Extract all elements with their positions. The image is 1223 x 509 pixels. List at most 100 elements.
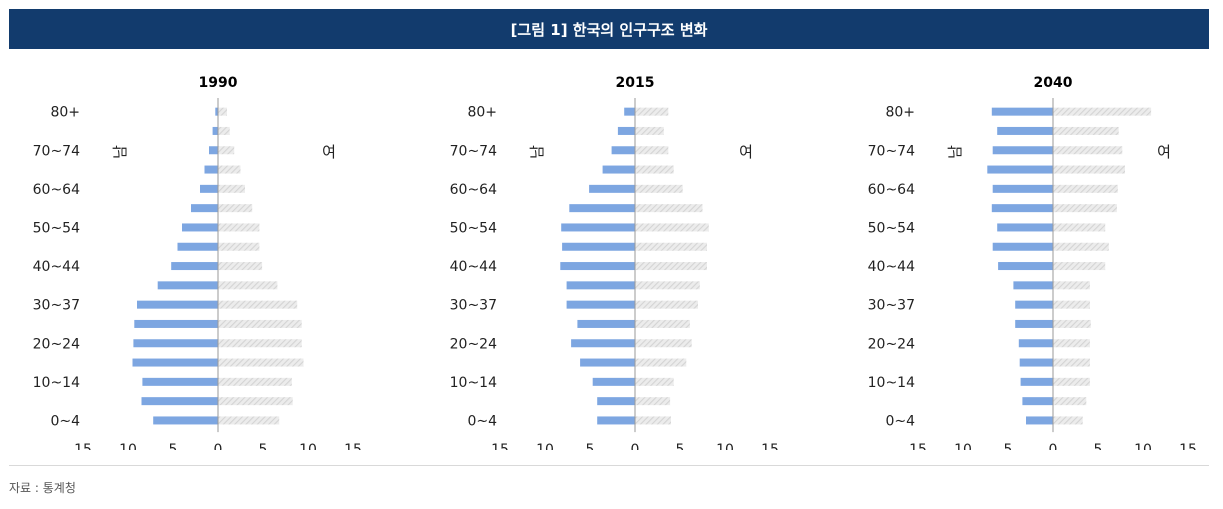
female-bar-45~49 <box>635 242 707 251</box>
female-bar-55~59 <box>1053 204 1117 213</box>
chart-1990: 1990 남 여 0~4 10~14 20~24 30~37 40~44 50~54 60~64 7… <box>10 60 410 450</box>
male-bar-65~69 <box>987 165 1053 174</box>
male-bar-75~79 <box>617 126 635 135</box>
y-tick-label: 40~44 <box>33 259 80 275</box>
female-bar-25~29 <box>1053 319 1091 328</box>
pyramid-chart-1990: 1990 남 여 0~4 10~14 20~24 30~37 40~44 50~54 60~64 7… <box>33 75 362 450</box>
male-bar-60~64 <box>200 184 218 193</box>
female-label: 여 <box>739 143 753 161</box>
female-bar-15~19 <box>218 358 304 367</box>
male-bar-65~69 <box>602 165 635 174</box>
x-tick-label: 5 <box>1004 442 1013 450</box>
male-bar-45~49 <box>562 242 635 251</box>
y-tick-label: 60~64 <box>450 182 497 198</box>
male-bar-15~19 <box>580 358 635 367</box>
x-tick-label: 15 <box>491 442 509 450</box>
male-bar-35~39 <box>1013 281 1053 290</box>
male-label: 남 <box>528 145 546 159</box>
female-bar-60~64 <box>1053 184 1118 193</box>
x-tick-label: 5 <box>586 442 595 450</box>
male-bar-70~74 <box>992 146 1053 155</box>
female-bar-35~39 <box>635 281 700 290</box>
male-bar-20~24 <box>133 339 218 348</box>
male-bar-55~59 <box>191 204 218 213</box>
female-bar-60~64 <box>635 184 683 193</box>
male-bar-10~14 <box>142 377 218 386</box>
female-bar-25~29 <box>218 319 302 328</box>
x-tick-label: 15 <box>74 442 92 450</box>
x-tick-label: 5 <box>259 442 268 450</box>
y-tick-label: 60~64 <box>33 182 80 198</box>
female-label: 여 <box>322 143 336 161</box>
female-bar-70~74 <box>218 146 235 155</box>
female-bar-80+ <box>635 107 669 116</box>
female-bar-20~24 <box>218 339 302 348</box>
female-bar-10~14 <box>635 377 674 386</box>
male-bar-40~44 <box>998 262 1053 271</box>
female-label: 여 <box>1157 143 1171 161</box>
chart-2015: 2015 남 여 0~4 10~14 20~24 30~37 40~44 50~54 60~64 7… <box>427 60 827 450</box>
female-bar-5~9 <box>218 397 293 406</box>
female-bar-40~44 <box>1053 262 1106 271</box>
female-bar-50~54 <box>1053 223 1106 232</box>
female-bar-30~37 <box>1053 300 1090 309</box>
female-bar-45~49 <box>1053 242 1109 251</box>
y-tick-label: 20~24 <box>450 336 497 352</box>
female-bar-50~54 <box>218 223 260 232</box>
y-tick-label: 80+ <box>50 105 80 121</box>
female-bar-10~14 <box>1053 377 1090 386</box>
chart-title: 2015 <box>616 75 655 91</box>
female-bar-35~39 <box>218 281 278 290</box>
x-tick-label: 0 <box>214 442 223 450</box>
female-bar-0~4 <box>218 416 280 425</box>
female-bar-55~59 <box>218 204 253 213</box>
y-tick-label: 30~37 <box>33 298 80 314</box>
male-bar-25~29 <box>134 319 218 328</box>
male-bar-10~14 <box>1020 377 1053 386</box>
male-bar-40~44 <box>560 262 635 271</box>
x-tick-label: 5 <box>1094 442 1103 450</box>
male-bar-15~19 <box>1019 358 1053 367</box>
male-bar-0~4 <box>153 416 218 425</box>
male-bar-75~79 <box>997 126 1053 135</box>
male-bar-50~54 <box>182 223 218 232</box>
male-bar-5~9 <box>597 397 635 406</box>
pyramid-chart-2015: 2015 남 여 0~4 10~14 20~24 30~37 40~44 50~54 60~64 7… <box>450 75 779 450</box>
y-tick-label: 30~37 <box>868 298 915 314</box>
charts-area: 1990 남 여 0~4 10~14 20~24 30~37 40~44 50~54 60~64 7… <box>0 60 1223 450</box>
male-bar-30~37 <box>1015 300 1053 309</box>
y-tick-label: 40~44 <box>450 259 497 275</box>
male-bar-80+ <box>624 107 635 116</box>
male-bar-30~37 <box>137 300 218 309</box>
female-bar-40~44 <box>635 262 707 271</box>
male-bar-55~59 <box>569 204 635 213</box>
female-bar-70~74 <box>1053 146 1123 155</box>
male-bar-5~9 <box>1022 397 1053 406</box>
female-bar-30~37 <box>635 300 698 309</box>
male-bar-80+ <box>215 107 218 116</box>
chart-2040: 2040 남 여 0~4 10~14 20~24 30~37 40~44 50~54 60~64 7… <box>845 60 1223 450</box>
header-title: [그림 1] 한국의 인구구조 변화 <box>510 20 708 39</box>
female-bar-25~29 <box>635 319 690 328</box>
x-tick-label: 15 <box>909 442 927 450</box>
y-tick-label: 70~74 <box>450 143 497 159</box>
female-bar-60~64 <box>218 184 245 193</box>
y-tick-label: 0~4 <box>50 413 80 429</box>
male-bar-0~4 <box>1026 416 1053 425</box>
male-bar-45~49 <box>992 242 1053 251</box>
female-bar-0~4 <box>635 416 671 425</box>
y-tick-label: 0~4 <box>885 413 915 429</box>
y-tick-label: 10~14 <box>868 375 915 391</box>
male-label: 남 <box>111 145 129 159</box>
chart-title: 1990 <box>199 75 238 91</box>
female-bar-40~44 <box>218 262 263 271</box>
x-tick-label: 15 <box>1179 442 1197 450</box>
male-bar-80+ <box>991 107 1053 116</box>
male-bar-25~29 <box>577 319 635 328</box>
male-bar-35~39 <box>157 281 218 290</box>
male-bar-20~24 <box>1018 339 1053 348</box>
x-tick-label: 0 <box>631 442 640 450</box>
x-tick-label: 5 <box>169 442 178 450</box>
male-bar-30~37 <box>566 300 635 309</box>
female-bar-75~79 <box>1053 126 1119 135</box>
